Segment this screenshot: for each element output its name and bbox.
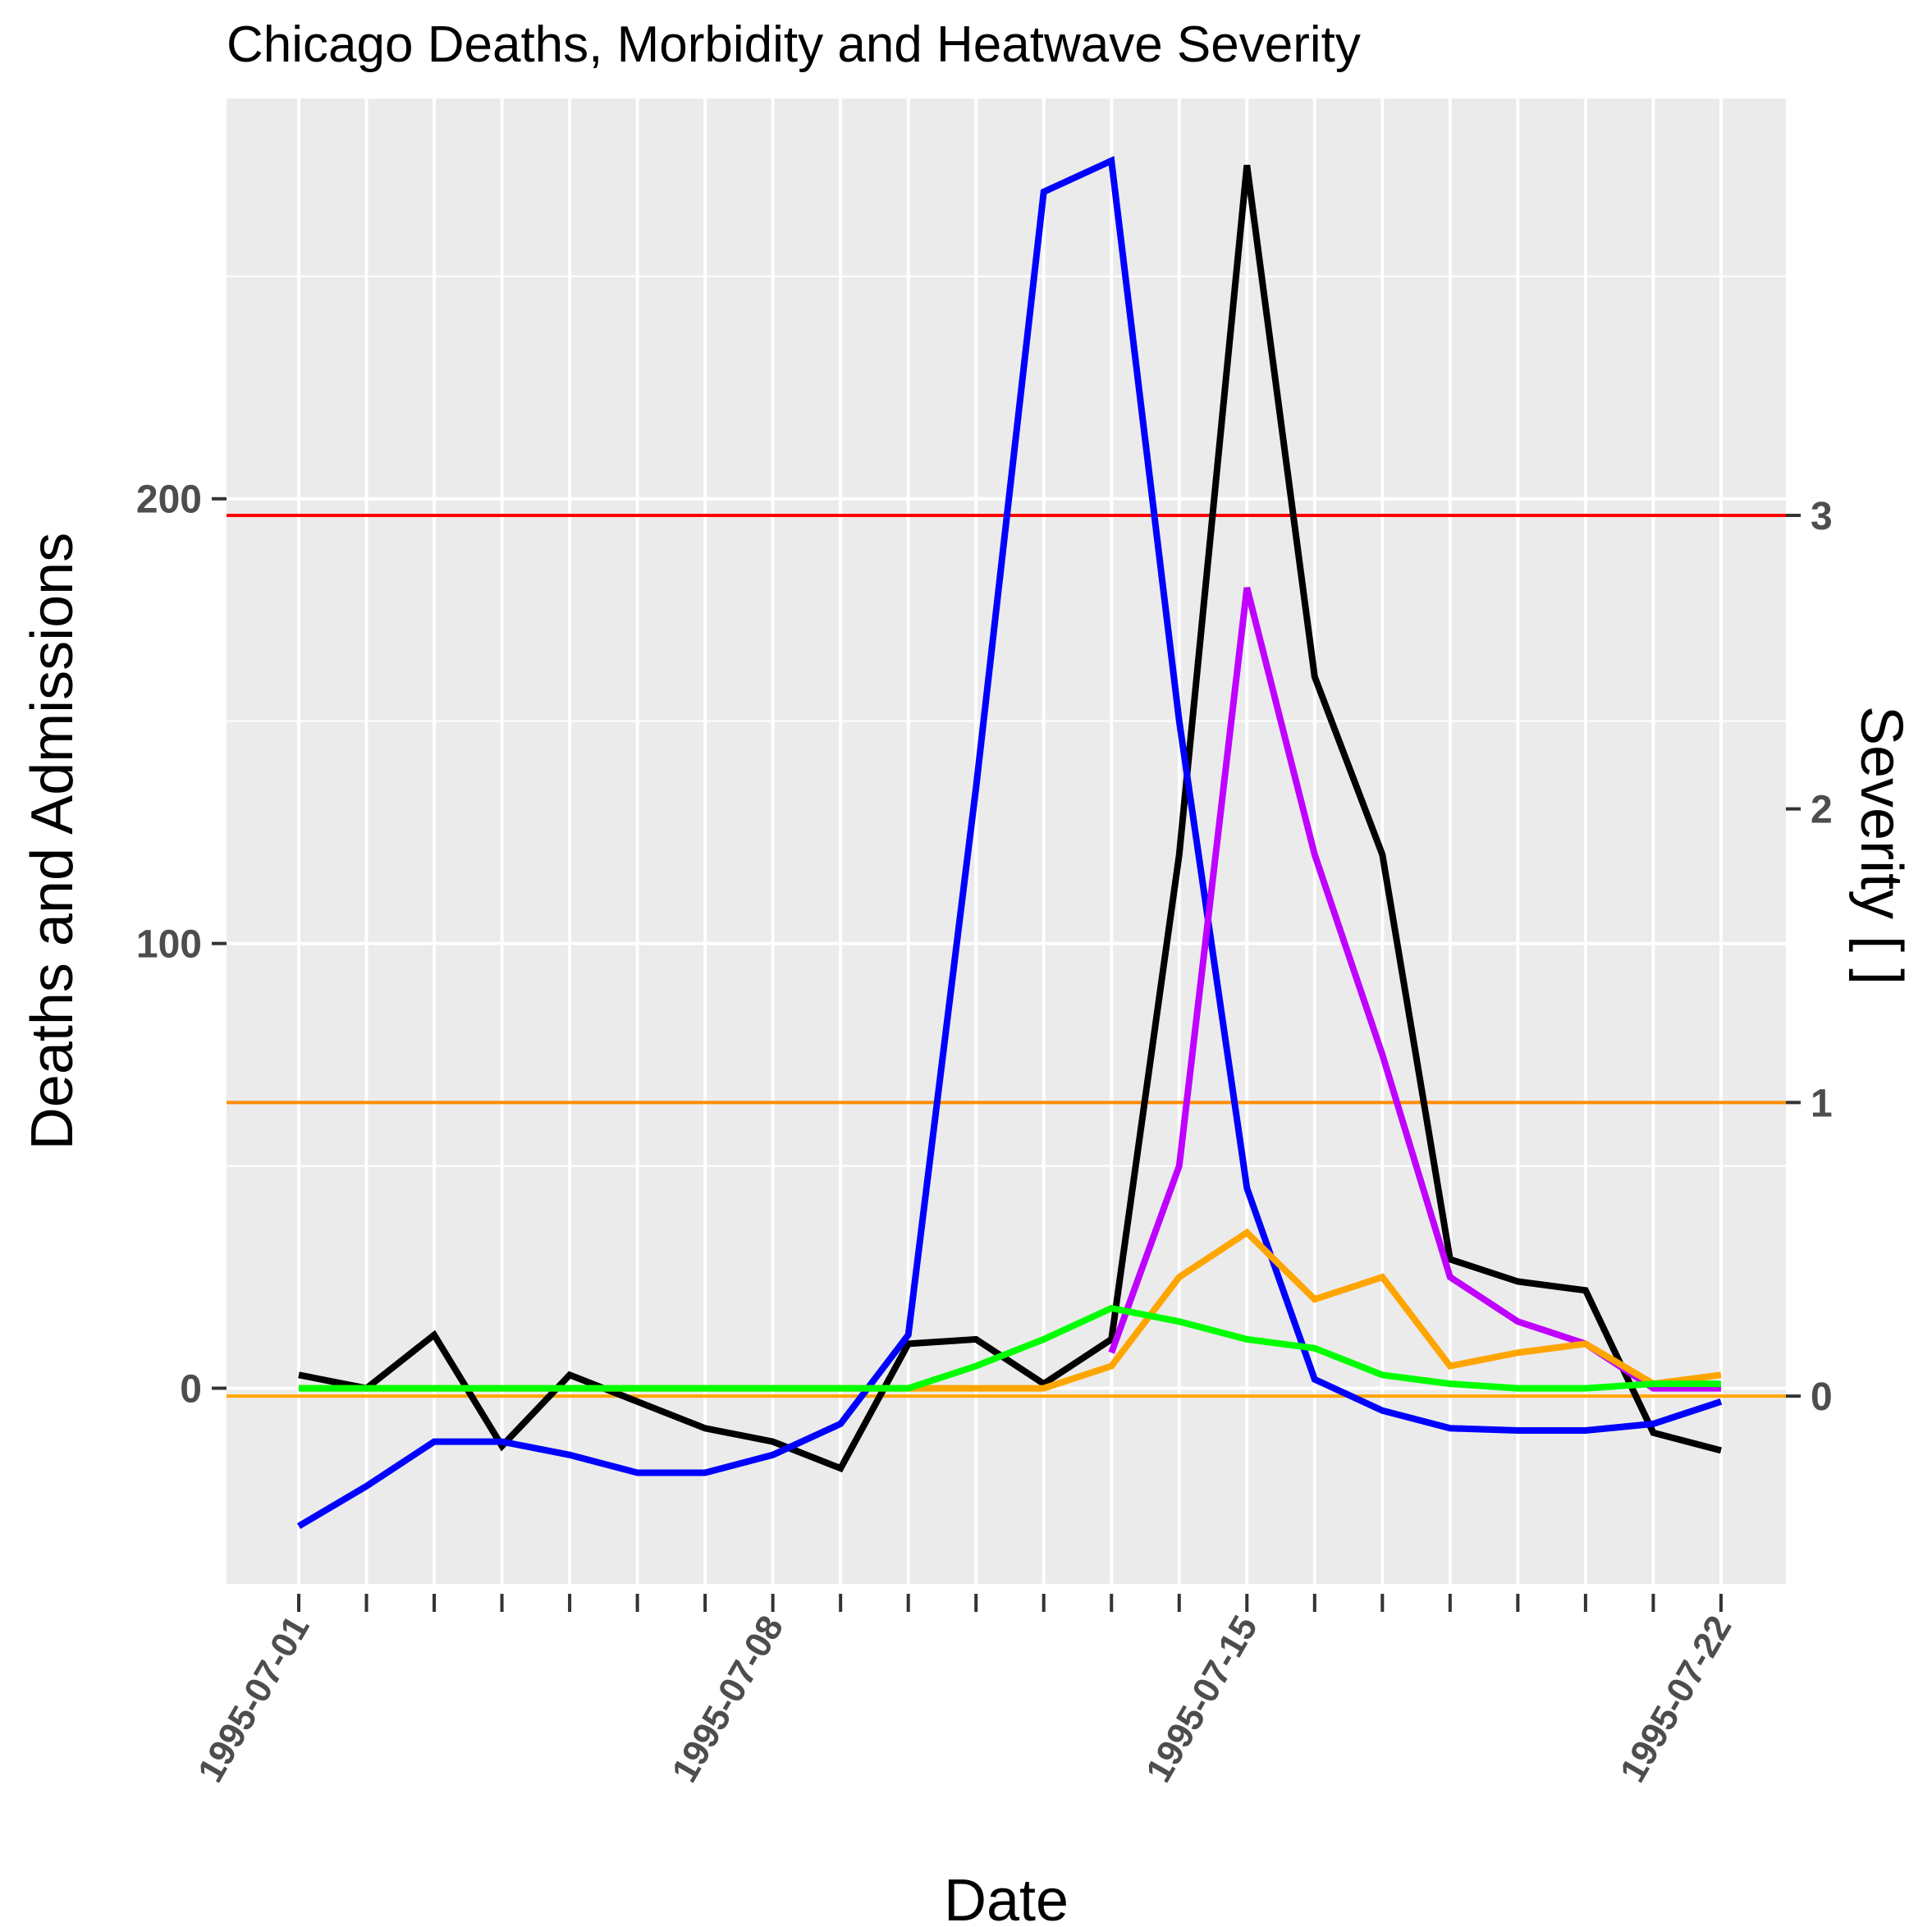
y2-tick-label: 0 <box>1811 1375 1833 1419</box>
x-tick-label: 1995-07-01 <box>190 1609 318 1789</box>
left-axis: 0 100 200 <box>136 478 227 1412</box>
grid <box>227 98 1786 1584</box>
right-axis: 0 1 2 3 <box>1786 495 1833 1419</box>
series-admissions <box>296 155 1723 1530</box>
y-tick-label: 100 <box>136 923 202 967</box>
y-tick-label: 200 <box>136 478 202 522</box>
series-deaths <box>298 164 1722 1473</box>
plot-panel <box>227 98 1786 1584</box>
x-axis: 1995-07-01 1995-07-08 1995-07-15 1995-07-22 <box>190 1594 1740 1789</box>
series-green-series <box>299 1304 1721 1392</box>
chart-title: Chicago Deaths, Morbidity and Heatwave S… <box>227 16 1361 73</box>
y2-axis-title: Severity [ ] <box>1848 706 1914 985</box>
y2-tick-label: 2 <box>1811 789 1833 832</box>
x-tick-label: 1995-07-15 <box>1138 1609 1266 1789</box>
x-axis-title: Date <box>944 1868 1069 1927</box>
x-tick-label: 1995-07-08 <box>664 1609 791 1789</box>
y2-tick-label: 1 <box>1811 1082 1833 1125</box>
x-tick-label: 1995-07-22 <box>1613 1609 1740 1789</box>
y-axis-title: Deaths and Admissions <box>20 533 85 1150</box>
y-tick-label: 0 <box>180 1368 202 1412</box>
series-lines <box>296 155 1723 1530</box>
y2-tick-label: 3 <box>1811 495 1833 538</box>
